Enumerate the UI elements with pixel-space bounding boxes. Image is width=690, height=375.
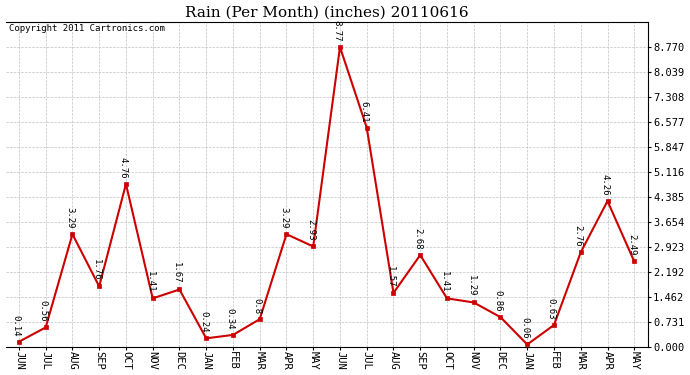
Title: Rain (Per Month) (inches) 20110616: Rain (Per Month) (inches) 20110616 [185,6,469,20]
Text: 4.26: 4.26 [600,174,609,195]
Text: 2.49: 2.49 [627,234,636,256]
Text: 0.86: 0.86 [493,290,502,312]
Text: 0.34: 0.34 [226,308,235,329]
Text: 3.29: 3.29 [279,207,288,229]
Text: 1.76: 1.76 [92,260,101,281]
Text: 0.14: 0.14 [12,315,21,336]
Text: 1.57: 1.57 [386,266,395,287]
Text: 0.8: 0.8 [253,297,262,314]
Text: 2.76: 2.76 [573,225,582,247]
Text: 4.76: 4.76 [119,157,128,178]
Text: 1.67: 1.67 [172,262,181,284]
Text: 8.77: 8.77 [333,20,342,42]
Text: 0.06: 0.06 [520,317,529,339]
Text: 6.41: 6.41 [359,100,368,122]
Text: 1.41: 1.41 [146,272,155,293]
Text: 3.29: 3.29 [65,207,74,229]
Text: 2.68: 2.68 [413,228,422,249]
Text: 0.56: 0.56 [39,300,48,322]
Text: 1.41: 1.41 [440,272,449,293]
Text: 0.63: 0.63 [546,298,555,320]
Text: 0.24: 0.24 [199,311,208,333]
Text: 1.29: 1.29 [466,275,475,297]
Text: Copyright 2011 Cartronics.com: Copyright 2011 Cartronics.com [9,24,165,33]
Text: 2.93: 2.93 [306,219,315,241]
